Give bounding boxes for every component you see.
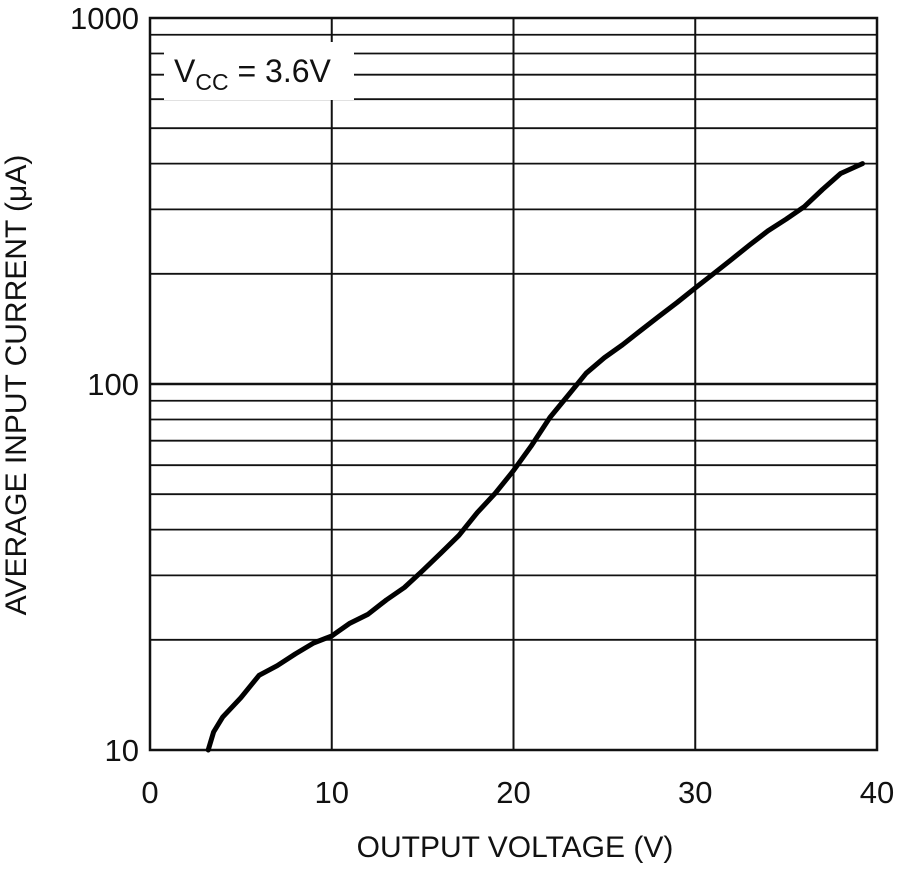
x-axis-title: OUTPUT VOLTAGE (V) xyxy=(357,831,674,864)
y-axis-title: AVERAGE INPUT CURRENT (μA) xyxy=(0,155,33,616)
series-line xyxy=(205,161,865,753)
x-tick-label: 40 xyxy=(860,775,894,810)
vcc-annotation: VCC = 3.6V xyxy=(174,53,332,95)
vcc-annotation-subscript: CC xyxy=(195,69,228,95)
y-tick-label: 1000 xyxy=(70,1,139,36)
vcc-annotation-main: V xyxy=(174,53,196,89)
y-tick-label: 100 xyxy=(87,367,139,402)
axes xyxy=(148,16,879,752)
x-tick-label: 10 xyxy=(315,775,349,810)
annotation-background xyxy=(164,42,354,100)
y-tick-label: 10 xyxy=(105,733,139,768)
x-tick-label: 0 xyxy=(141,775,158,810)
plot-frame xyxy=(148,16,879,752)
vcc-annotation-rest: = 3.6V xyxy=(229,53,332,89)
grid xyxy=(150,18,877,750)
x-tick-label: 30 xyxy=(678,775,712,810)
annotation: VCC = 3.6V xyxy=(164,42,354,100)
series-layer xyxy=(205,161,865,753)
x-tick-label: 20 xyxy=(496,775,530,810)
